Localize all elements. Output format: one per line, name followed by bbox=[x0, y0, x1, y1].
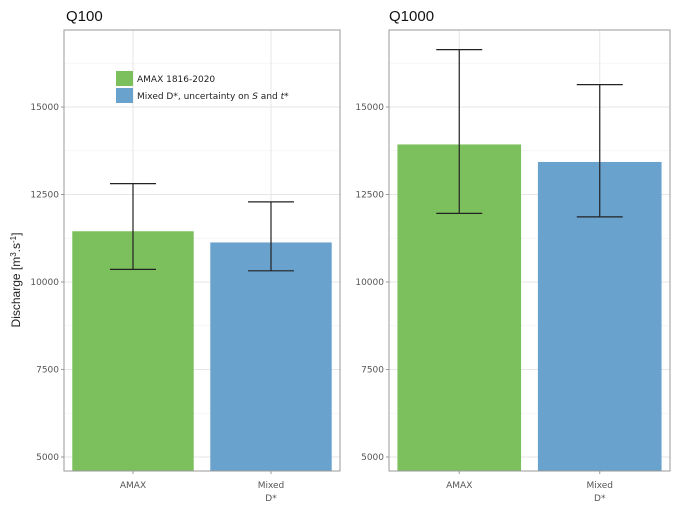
panel-border bbox=[388, 29, 671, 472]
bar bbox=[210, 242, 332, 471]
x-tick-label: Mixed D* bbox=[258, 481, 285, 504]
legend: AMAX 1816-2020 Mixed D*, uncertainty on S… bbox=[116, 71, 289, 103]
y-tick-label: 10000 bbox=[355, 278, 384, 288]
legend-label: Mixed D*, uncertainty on S and t* bbox=[137, 92, 289, 102]
panel-title: Q1000 bbox=[389, 8, 434, 25]
x-tick-label: Mixed D* bbox=[586, 481, 613, 504]
legend-swatch bbox=[116, 71, 133, 86]
x-tick-label: AMAX bbox=[446, 481, 472, 491]
y-tick-label: 5000 bbox=[36, 453, 59, 463]
y-tick-label: 12500 bbox=[30, 191, 59, 201]
y-tick-label: 7500 bbox=[361, 366, 384, 376]
panel-border bbox=[63, 29, 341, 472]
y-tick-label: 5000 bbox=[361, 453, 384, 463]
y-tick-label: 15000 bbox=[355, 103, 384, 113]
panel-q1000: 5000 7500 10000 12500 15000 AMAX Mixed D* Q1000 bbox=[355, 8, 671, 504]
bar bbox=[72, 231, 194, 471]
y-tick-label: 10000 bbox=[30, 278, 59, 288]
y-tick-label: 15000 bbox=[30, 103, 59, 113]
panel-q100: 5000 7500 10000 12500 15000 AMAX Mixed D* Q100 AM… bbox=[30, 8, 341, 504]
y-tick-label: 7500 bbox=[36, 366, 59, 376]
y-axis-label: Discharge [m3.s-1] bbox=[9, 233, 23, 328]
legend-label: AMAX 1816-2020 bbox=[137, 75, 215, 85]
legend-swatch bbox=[116, 88, 133, 103]
y-tick-label: 12500 bbox=[355, 191, 384, 201]
panel-title: Q100 bbox=[66, 8, 103, 25]
x-tick-label: AMAX bbox=[120, 481, 146, 491]
